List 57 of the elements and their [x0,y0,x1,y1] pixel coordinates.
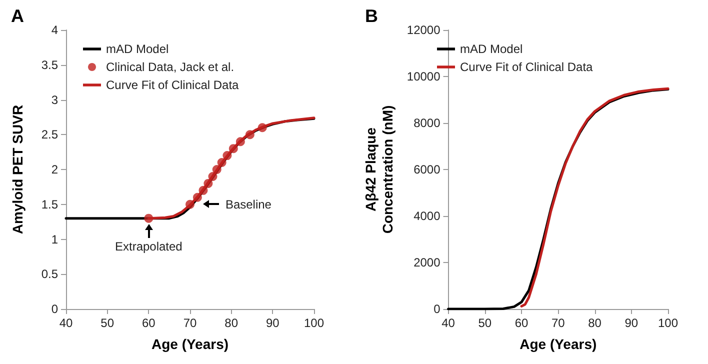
legend-label: Curve Fit of Clinical Data [106,78,240,92]
y-axis-title: Aβ42 Plaque Concentration (nM) [362,105,396,234]
legend-label: mAD Model [460,42,523,56]
y-tick-label: 4000 [414,209,441,223]
point [245,130,254,140]
point [144,214,154,223]
point [198,186,208,195]
line-series [520,87,670,308]
chart-title: A [11,6,24,26]
y-tick-label: 4 [51,23,58,37]
x-tick-label: 50 [100,316,114,330]
y-tick-label: 2.5 [41,128,58,142]
point [212,165,222,174]
point [208,172,218,181]
x-tick-label: 100 [304,316,324,330]
y-tick-label: 12000 [406,23,441,37]
point [236,137,245,146]
y-tick-label: 10000 [406,70,441,84]
legend-label: Clinical Data, Jack et al. [106,60,234,74]
x-tick-label: 80 [224,316,238,330]
chart-title: B [365,6,378,26]
point [186,200,194,209]
x-tick-label: 90 [624,316,638,330]
legend-label: Curve Fit of Clinical Data [460,60,594,74]
point [222,151,232,160]
y-tick-label: 8000 [414,116,441,130]
x-tick-label: 70 [551,316,566,330]
x-tick-label: 100 [658,316,678,330]
annotation: Baseline [225,197,272,212]
y-tick-label: 3.5 [41,58,58,72]
legend-label: mAD Model [106,42,169,56]
point [204,178,213,188]
y-tick-label: 0 [434,302,441,316]
x-tick-label: 40 [59,316,73,330]
x-tick-label: 40 [442,316,456,330]
y-tick-label: 1 [51,232,58,246]
y-axis-title: Amyloid PET SUVR [10,104,26,234]
y-tick-label: 0.5 [41,267,58,282]
point [228,144,238,154]
x-tick-label: 50 [478,316,492,330]
x-axis-title: Age (Years) [151,336,229,352]
y-tick-label: 6000 [414,162,441,176]
x-tick-label: 70 [183,316,197,330]
point [258,123,267,132]
y-tick-label: 2 [51,162,58,176]
x-axis-title: Age (Years) [520,336,597,352]
point [192,192,202,202]
y-tick-label: 3 [51,92,58,107]
x-tick-label: 90 [266,316,280,330]
y-tick-label: 2000 [414,256,441,270]
annotation: Extrapolated [114,239,182,254]
y-tick-label: 1.5 [41,197,58,212]
x-tick-label: 60 [514,316,529,330]
point [217,158,226,168]
x-tick-label: 80 [588,316,602,330]
x-tick-label: 60 [142,316,156,330]
y-tick-label: 0 [51,302,58,316]
